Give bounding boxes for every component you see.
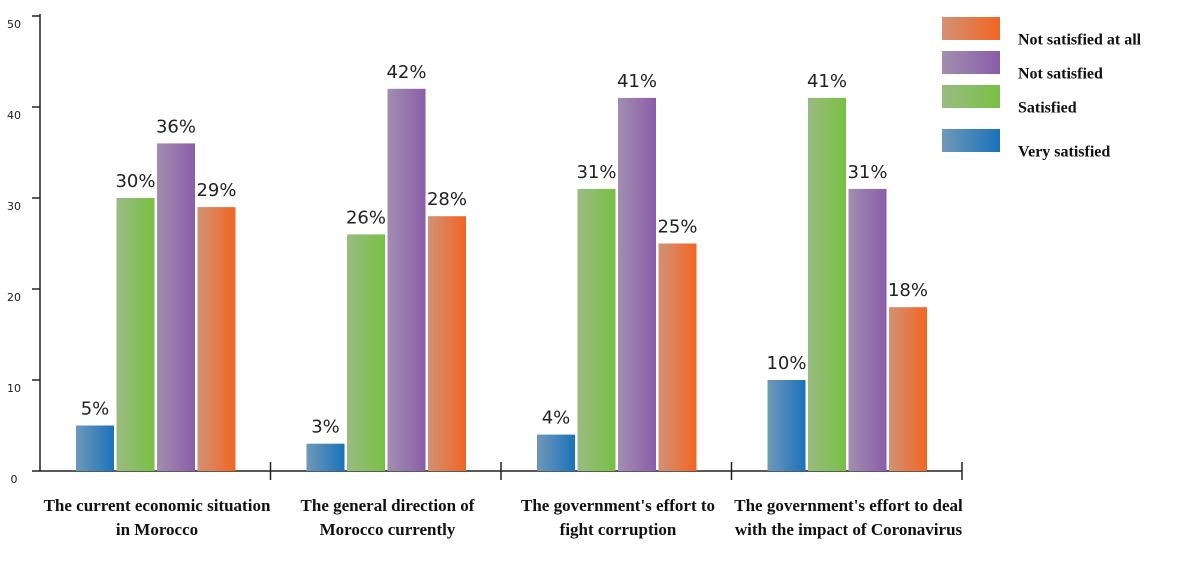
data-label: 4% <box>542 408 571 429</box>
bar <box>347 234 385 471</box>
data-label: 41% <box>807 71 847 92</box>
bar <box>76 425 114 471</box>
legend-label: Very satisfied <box>1018 144 1110 161</box>
bar <box>197 207 236 471</box>
data-label: 42% <box>386 62 426 83</box>
y-tick-label: 50 <box>7 18 21 31</box>
legend-swatch <box>942 51 1000 74</box>
bar <box>306 443 345 471</box>
bar <box>387 88 426 472</box>
bar <box>658 243 697 471</box>
x-tick-label: The government's effort to fight corrupt… <box>520 496 716 539</box>
data-label: 31% <box>847 162 887 183</box>
data-label: 10% <box>766 353 806 374</box>
legend-swatch <box>942 85 1000 108</box>
y-tick-label: 30 <box>7 200 21 213</box>
y-tick-label: 40 <box>7 109 21 122</box>
x-tick-label: The government's effort to deal with the… <box>734 496 963 539</box>
bar <box>767 380 806 471</box>
legend-swatch <box>942 17 1000 40</box>
data-label: 25% <box>657 217 697 238</box>
bar <box>808 97 846 472</box>
bar <box>889 307 927 471</box>
data-label: 41% <box>617 71 657 92</box>
data-label: 18% <box>888 280 928 301</box>
x-tick-label: The current economic situation in Morocc… <box>43 496 271 539</box>
bar <box>577 188 616 471</box>
bar <box>116 198 155 471</box>
data-label: 28% <box>427 189 467 210</box>
data-label: 29% <box>196 180 236 201</box>
bar <box>618 97 656 472</box>
y-tick-label: 10 <box>7 382 21 395</box>
bar <box>537 434 575 471</box>
y-tick-label: 0 <box>11 473 18 486</box>
legend-label: Not satisfied at all <box>1018 32 1142 49</box>
data-label: 36% <box>156 116 196 137</box>
bar <box>157 143 195 471</box>
legend-swatch <box>942 129 1000 152</box>
legend-label: Not satisfied <box>1018 66 1103 83</box>
x-tick-label: The general direction of Morocco current… <box>300 496 475 539</box>
data-label: 3% <box>311 417 340 438</box>
data-label: 5% <box>81 399 110 420</box>
legend-label: Satisfied <box>1018 100 1077 117</box>
data-label: 26% <box>346 207 386 228</box>
y-tick-label: 20 <box>7 291 21 304</box>
bar <box>428 216 466 471</box>
data-label: 31% <box>576 162 616 183</box>
bar <box>848 188 887 471</box>
data-label: 30% <box>115 171 155 192</box>
